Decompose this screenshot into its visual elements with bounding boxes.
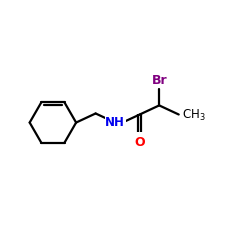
- Text: NH: NH: [105, 116, 125, 129]
- Text: O: O: [134, 136, 145, 149]
- Text: CH$_3$: CH$_3$: [182, 108, 206, 123]
- Text: Br: Br: [152, 74, 167, 87]
